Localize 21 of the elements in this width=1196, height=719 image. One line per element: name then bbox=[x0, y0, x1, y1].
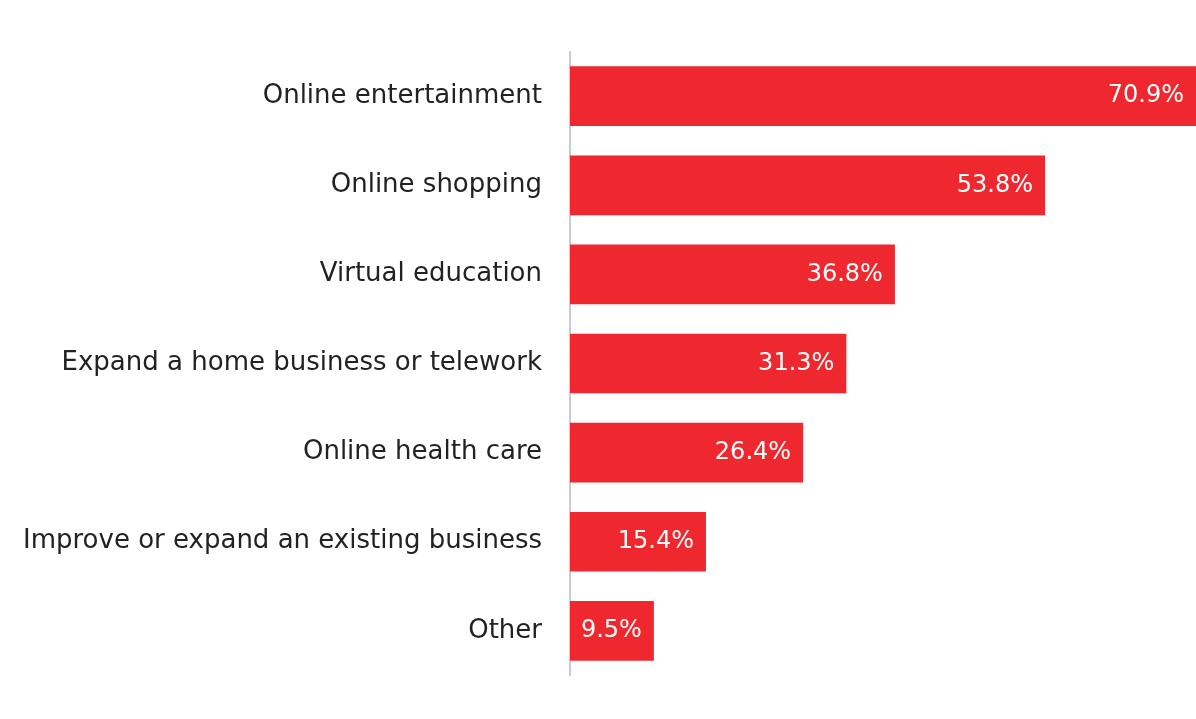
y-tick-label: Online shopping bbox=[330, 168, 542, 199]
bar bbox=[570, 244, 895, 305]
data-label: 26.4% bbox=[714, 436, 792, 465]
bar bbox=[570, 155, 1046, 216]
bar bbox=[570, 333, 847, 394]
y-tick-label: Virtual education bbox=[319, 257, 542, 288]
data-label: 15.4% bbox=[617, 525, 694, 554]
bar bbox=[570, 511, 706, 572]
bar bbox=[570, 422, 804, 483]
y-tick-label: Online entertainment bbox=[262, 78, 542, 109]
data-label: 53.8% bbox=[956, 169, 1034, 198]
data-label: 9.5% bbox=[580, 615, 642, 644]
data-label: 70.9% bbox=[1107, 80, 1184, 109]
data-label: 36.8% bbox=[806, 258, 883, 287]
y-tick-label: Expand a home business or telework bbox=[61, 346, 542, 377]
bar bbox=[570, 66, 1196, 127]
y-tick-label: Improve or expand an existing business bbox=[23, 524, 542, 555]
bar bbox=[570, 600, 654, 661]
y-tick-label: Online health care bbox=[302, 435, 542, 466]
data-label: 31.3% bbox=[758, 347, 835, 376]
y-tick-label: Other bbox=[468, 613, 543, 644]
